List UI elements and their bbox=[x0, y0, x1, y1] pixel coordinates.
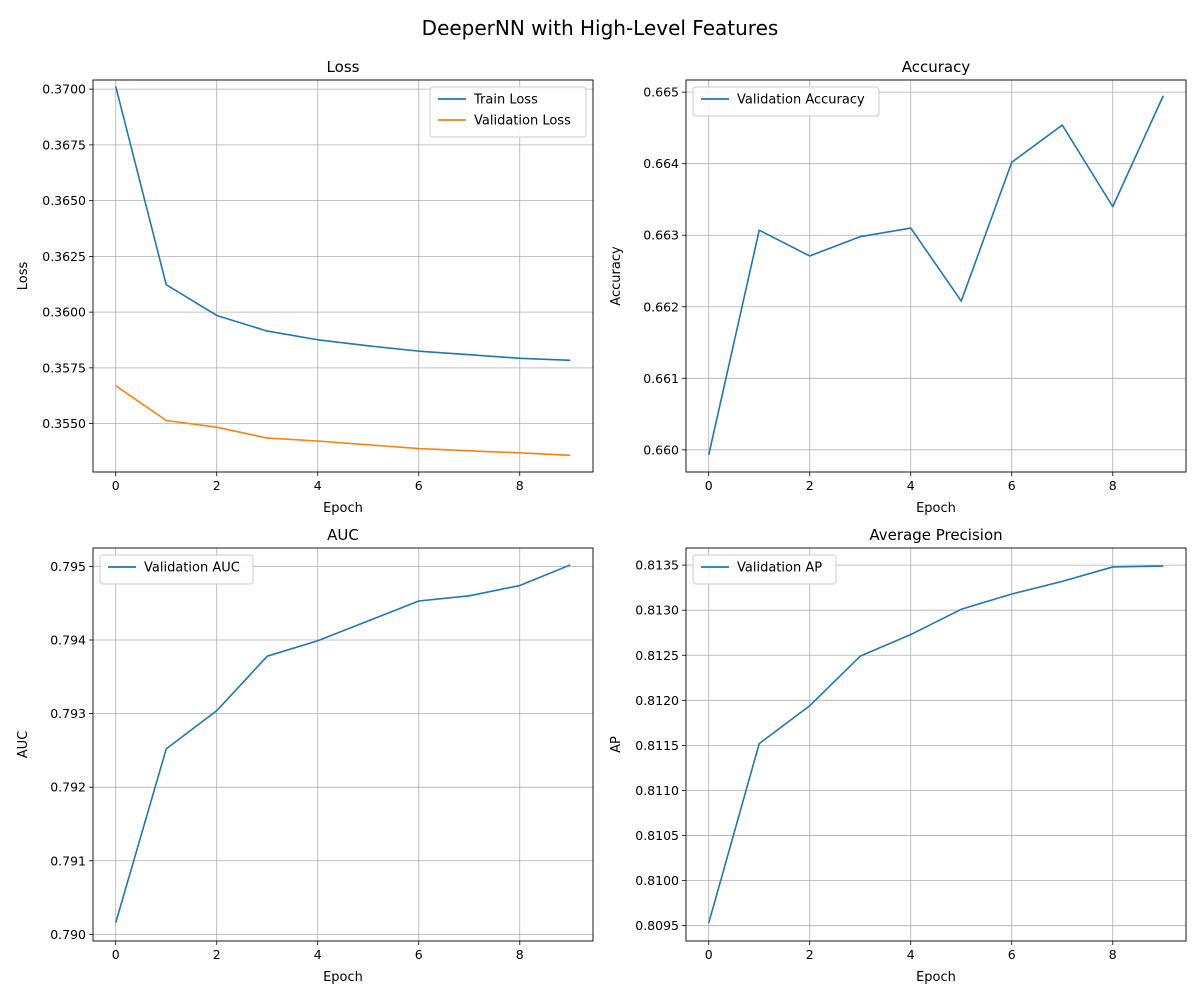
y-tick-label: 0.8105 bbox=[635, 828, 679, 843]
x-tick-label: 2 bbox=[806, 478, 814, 493]
series-line-1 bbox=[707, 95, 1164, 456]
x-tick-label: 4 bbox=[314, 947, 322, 962]
legend: Validation AP bbox=[692, 554, 837, 585]
x-tick-label: 0 bbox=[705, 478, 713, 493]
series-line-1 bbox=[707, 565, 1164, 924]
y-tick-label: 0.664 bbox=[643, 156, 679, 171]
x-axis-label: Epoch bbox=[323, 970, 363, 985]
x-tick-label: 4 bbox=[907, 947, 915, 962]
y-axis-label: AUC bbox=[16, 731, 31, 759]
legend: Validation Accuracy bbox=[692, 86, 880, 117]
subplot-title: Accuracy bbox=[902, 58, 971, 76]
x-tick-label: 8 bbox=[1109, 478, 1117, 493]
legend-label: Validation AP bbox=[737, 561, 822, 576]
subplot-1: 0 2 4 6 8 0.3550 0.3575 0.3600 0.3625 0.3650 0.367… bbox=[16, 58, 594, 516]
series-line-1 bbox=[114, 86, 571, 362]
series-line-1 bbox=[114, 564, 571, 923]
subplot-3: 0 2 4 6 8 0.790 0.791 0.792 0.793 0.794 0.795 AUC Ep… bbox=[16, 526, 594, 985]
legend-box bbox=[692, 554, 837, 585]
subplot-title: AUC bbox=[327, 526, 359, 544]
x-tick-label: 8 bbox=[1109, 947, 1117, 962]
legend-box bbox=[692, 86, 880, 117]
legend-label: Validation Loss bbox=[474, 114, 571, 129]
y-tick-label: 0.663 bbox=[643, 228, 679, 243]
x-tick-label: 4 bbox=[314, 478, 322, 493]
x-tick-label: 0 bbox=[112, 478, 120, 493]
x-axis-label: Epoch bbox=[323, 501, 363, 516]
axes-frame bbox=[92, 547, 594, 942]
legend-box bbox=[99, 554, 254, 585]
y-tick-label: 0.790 bbox=[50, 927, 86, 942]
y-tick-label: 0.661 bbox=[643, 371, 679, 386]
y-tick-label: 0.793 bbox=[50, 706, 86, 721]
x-tick-label: 0 bbox=[112, 947, 120, 962]
y-tick-label: 0.792 bbox=[50, 780, 86, 795]
subplot-2: 0 2 4 6 8 0.660 0.661 0.662 0.663 0.664 0.665 Accur… bbox=[609, 58, 1187, 516]
x-tick-label: 6 bbox=[415, 478, 423, 493]
y-tick-label: 0.8125 bbox=[635, 648, 679, 663]
series-line-2 bbox=[115, 385, 571, 457]
y-axis-label: AP bbox=[609, 736, 624, 753]
x-tick-label: 8 bbox=[516, 947, 524, 962]
y-axis-label: Accuracy bbox=[609, 246, 624, 306]
subplot-title: Average Precision bbox=[869, 526, 1002, 544]
x-tick-label: 8 bbox=[516, 478, 524, 493]
x-axis-label: Epoch bbox=[916, 970, 956, 985]
y-tick-label: 0.8110 bbox=[635, 783, 679, 798]
axes-frame bbox=[92, 79, 594, 473]
x-tick-label: 2 bbox=[213, 947, 221, 962]
x-tick-label: 0 bbox=[705, 947, 713, 962]
y-tick-label: 0.8120 bbox=[635, 693, 679, 708]
legend-box bbox=[429, 86, 587, 138]
y-tick-label: 0.794 bbox=[50, 632, 86, 647]
y-tick-label: 0.8100 bbox=[635, 873, 679, 888]
y-tick-label: 0.662 bbox=[643, 299, 679, 314]
axes-frame bbox=[685, 547, 1187, 942]
axes-frame bbox=[685, 79, 1187, 473]
subplot-title: Loss bbox=[327, 58, 360, 76]
x-tick-label: 6 bbox=[1008, 947, 1016, 962]
y-tick-label: 0.795 bbox=[50, 559, 86, 574]
legend: Train Loss Validation Loss bbox=[429, 86, 587, 138]
x-axis-label: Epoch bbox=[916, 501, 956, 516]
legend: Validation AUC bbox=[99, 554, 254, 585]
y-tick-label: 0.8135 bbox=[635, 558, 679, 573]
x-tick-label: 4 bbox=[907, 478, 915, 493]
y-tick-label: 0.3625 bbox=[42, 249, 86, 264]
y-tick-label: 0.791 bbox=[50, 853, 86, 868]
legend-label: Validation AUC bbox=[144, 561, 240, 576]
y-tick-label: 0.3550 bbox=[42, 416, 86, 431]
y-tick-label: 0.3675 bbox=[42, 137, 86, 152]
figure-title: DeeperNN with High-Level Features bbox=[421, 16, 779, 40]
y-tick-label: 0.8095 bbox=[635, 918, 679, 933]
x-tick-label: 2 bbox=[806, 947, 814, 962]
legend-label: Validation Accuracy bbox=[737, 93, 865, 108]
legend-label: Train Loss bbox=[473, 93, 538, 108]
y-tick-label: 0.8130 bbox=[635, 603, 679, 618]
subplot-4: 0 2 4 6 8 0.8095 0.8100 0.8105 0.8110 0.8115 0.812… bbox=[609, 526, 1187, 985]
y-axis-label: Loss bbox=[16, 262, 31, 291]
y-tick-label: 0.3575 bbox=[42, 360, 86, 375]
y-tick-label: 0.3650 bbox=[42, 193, 86, 208]
y-tick-label: 0.660 bbox=[643, 442, 679, 457]
y-tick-label: 0.665 bbox=[643, 85, 679, 100]
x-tick-label: 6 bbox=[1008, 478, 1016, 493]
y-tick-label: 0.8115 bbox=[635, 738, 679, 753]
y-tick-label: 0.3700 bbox=[42, 82, 86, 97]
y-tick-label: 0.3600 bbox=[42, 305, 86, 320]
x-tick-label: 2 bbox=[213, 478, 221, 493]
x-tick-label: 6 bbox=[415, 947, 423, 962]
